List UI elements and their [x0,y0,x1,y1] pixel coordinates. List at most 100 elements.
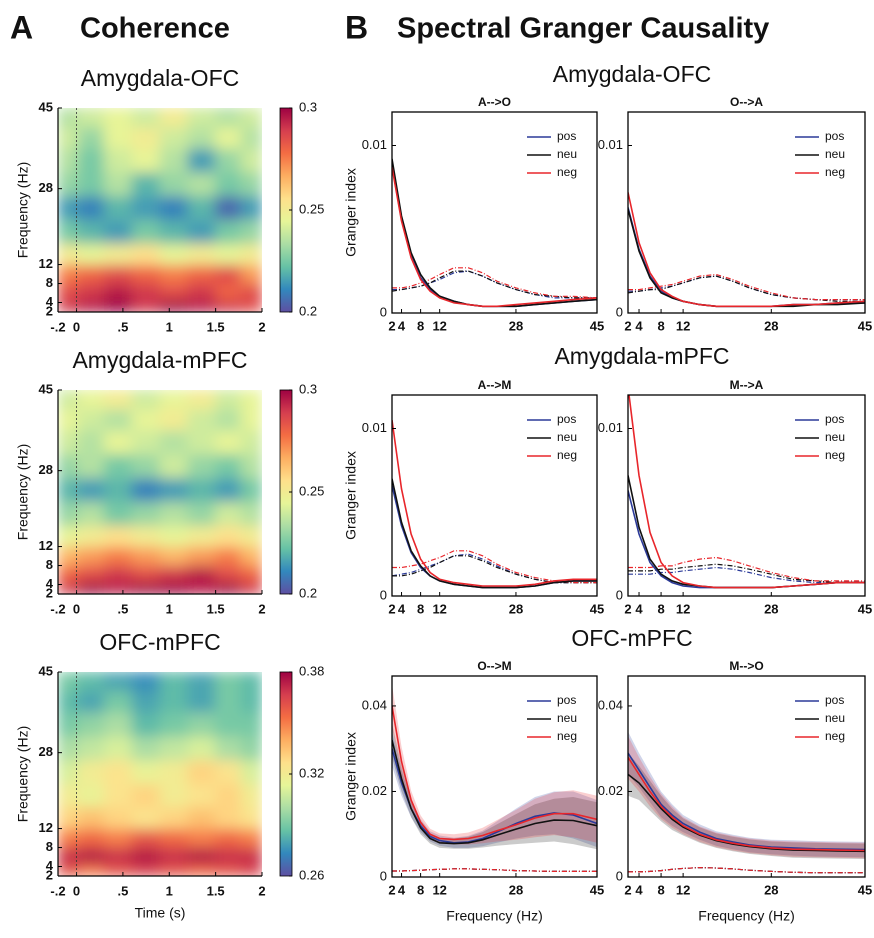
x-tick-label: 4 [398,318,406,333]
y-tick-label: 0 [380,868,387,883]
y-tick-label: 0.01 [598,137,623,152]
heat-cell [240,242,262,266]
x-tick-label: 0 [73,883,80,898]
heat-cell [131,672,161,692]
heat-cell [103,524,133,548]
heat-cell [215,147,242,173]
subplot-title: A-->O [478,95,511,109]
x-tick-label: .5 [117,319,128,334]
plot-content [392,684,597,872]
heat-cell [187,828,217,849]
heat-cell [131,408,161,431]
heat-cell [159,408,189,431]
series-line [392,478,597,589]
heat-cell [103,264,133,285]
heat-cell [215,690,242,713]
legend-label: pos [557,693,576,707]
colorbar-tick-label: 0.38 [299,663,324,678]
heat-cell [159,546,189,567]
heat-cell [240,390,262,410]
heat-cell [159,477,189,502]
heat-cell [215,218,242,244]
dashed-line [392,868,597,872]
x-tick-label: 8 [657,318,664,333]
heat-cell [58,581,80,594]
chart-title: OFC-mPFC [99,629,220,655]
heat-cell [215,108,242,128]
axes-box [391,394,598,597]
x-tick-label: 4 [398,882,406,897]
heat-cell [159,782,189,808]
heat-cell [240,847,262,865]
panel-title: Coherence [80,13,230,45]
heat-cell [131,453,161,479]
heat-cell [78,759,105,784]
heat-cell [215,759,242,784]
x-tick-label: 8 [657,601,664,616]
heat-cell [187,759,217,784]
heat-cell [240,408,262,431]
x-tick-label: 28 [509,882,523,897]
y-tick-label: 0 [616,868,623,883]
plot-content [628,192,865,308]
heat-cell [187,390,217,410]
heat-cell [215,581,242,594]
legend-label: neg [825,448,845,462]
axes-box [627,675,866,878]
heat-cell [187,126,217,149]
x-tick-label: 2 [624,601,631,616]
heat-cell [78,500,105,526]
heat-cell [58,863,80,876]
heat-cell [131,264,161,285]
heat-cell [58,711,80,737]
x-tick-label: 4 [635,318,643,333]
heat-cell [215,735,242,761]
x-tick-label: 45 [858,318,872,333]
heat-cell [58,735,80,761]
heatmap-cells [58,672,262,876]
heat-cell [78,390,105,410]
heatmap [58,672,262,876]
heat-cell [58,195,80,220]
heat-cell [131,581,161,594]
x-tick-label: 12 [432,601,446,616]
x-tick-label: 1.5 [207,319,225,334]
heat-cell [78,408,105,431]
subplot-title: O-->M [477,659,511,673]
heat-cell [103,759,133,784]
heat-cell [103,218,133,244]
heat-cell [187,264,217,285]
y-tick-label: 12 [39,538,53,553]
heat-cell [131,108,161,128]
chart-title: Amygdala-OFC [81,65,239,91]
heat-cell [240,299,262,312]
heat-cell [103,690,133,713]
y-axis-label: Granger index [343,732,359,821]
heat-cell [240,546,262,567]
heat-cell [78,847,105,865]
y-tick-label: 2 [46,585,53,600]
colorbar-tick-label: 0.2 [299,303,317,318]
heat-cell [159,828,189,849]
x-tick-label: 1.5 [207,601,225,616]
heat-cell [131,147,161,173]
heat-cell [240,690,262,713]
chart-title: Amygdala-mPFC [72,347,247,373]
heat-cell [78,581,105,594]
y-tick-label: 0.01 [362,137,387,152]
heat-cell [58,147,80,173]
heat-cell [187,500,217,526]
heat-cell [159,299,189,312]
x-tick-label: 1.5 [207,883,225,898]
x-tick-label: 2 [258,319,265,334]
heat-cell [103,408,133,431]
y-tick-label: 45 [39,381,53,396]
x-tick-label: 45 [590,318,604,333]
legend-label: pos [557,129,576,143]
heat-cell [240,429,262,455]
heat-cell [159,147,189,173]
heat-cell [58,242,80,266]
heat-cell [131,690,161,713]
heat-cell [58,390,80,410]
x-tick-label: 4 [635,882,643,897]
